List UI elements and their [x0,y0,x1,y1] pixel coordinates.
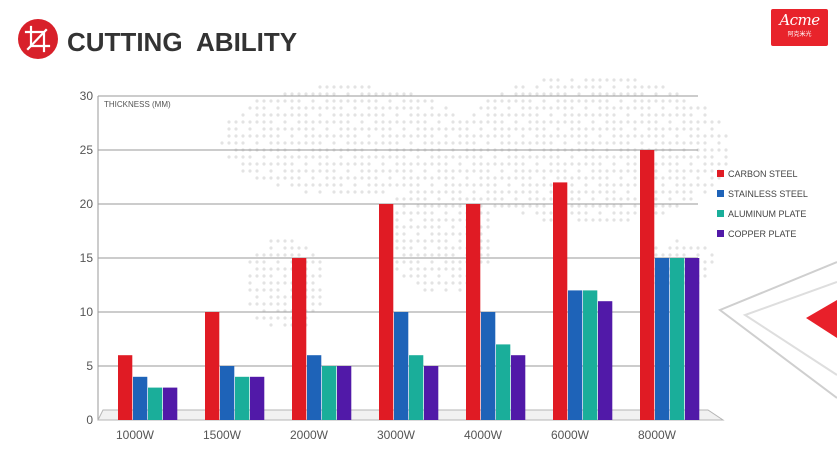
y-tick-label: 10 [80,305,94,319]
legend-swatch [717,230,724,237]
chart-legend: CARBON STEEL STAINLESS STEEL ALUMINUM PLAT… [717,169,808,239]
legend-swatch [717,190,724,197]
x-axis-ticks: 1000W 1500W 2000W 3000W 4000W 6000W 8000W [116,428,677,442]
crop-icon [24,25,51,53]
bar [205,312,220,420]
bar [394,312,409,420]
bar [670,258,685,420]
y-axis-label: THICKNESS (MM) [104,100,171,109]
legend-swatch [717,210,724,217]
bar [118,355,133,420]
y-tick-label: 0 [86,413,93,427]
title-block: CUTTING ABILITY [18,19,297,59]
logo-subtext: 阿克米光 [787,32,812,38]
legend-label: COPPER PLATE [728,229,796,239]
y-tick-label: 25 [80,143,94,157]
y-axis-ticks: 0 5 10 15 20 25 30 [80,89,94,427]
legend-label: CARBON STEEL [728,169,798,179]
y-tick-label: 20 [80,197,94,211]
bar [148,387,163,420]
bar [511,355,526,420]
bar [409,355,424,420]
bar [379,204,394,420]
cutting-ability-chart: 0 5 10 15 20 25 30 1000W 1500W 2000W 3000W 4000W 60… [80,89,808,442]
bar [598,301,613,420]
bar [481,312,496,420]
bar [133,376,148,420]
x-tick-label: 1000W [116,428,155,442]
bar [424,366,439,420]
bar [640,150,655,420]
legend-label: STAINLESS STEEL [728,189,808,199]
decorative-chevron [717,261,837,399]
bar [685,258,700,420]
x-tick-label: 1500W [203,428,242,442]
bar [655,258,670,420]
bar [553,182,568,420]
world-map-background [220,78,728,327]
bar [163,387,178,420]
bar [337,366,352,420]
bar [235,376,250,420]
acme-logo: Acme 阿克米光 [771,9,828,46]
chart-bars [118,150,700,420]
x-tick-label: 6000W [551,428,590,442]
bar [250,376,265,420]
legend-swatch [717,170,724,177]
page-title: CUTTING ABILITY [67,27,297,57]
y-tick-label: 15 [80,251,94,265]
bar [466,204,481,420]
x-tick-label: 8000W [638,428,677,442]
y-tick-label: 30 [80,89,94,103]
bar [322,366,337,420]
bar [307,355,322,420]
bar [292,258,307,420]
bar [220,366,235,420]
bar [568,290,583,420]
x-tick-label: 3000W [377,428,416,442]
x-tick-label: 4000W [464,428,503,442]
bar [496,344,511,420]
logo-wordmark: Acme [779,11,820,29]
legend-label: ALUMINUM PLATE [728,209,806,219]
x-tick-label: 2000W [290,428,329,442]
bar [583,290,598,420]
y-tick-label: 5 [86,359,93,373]
